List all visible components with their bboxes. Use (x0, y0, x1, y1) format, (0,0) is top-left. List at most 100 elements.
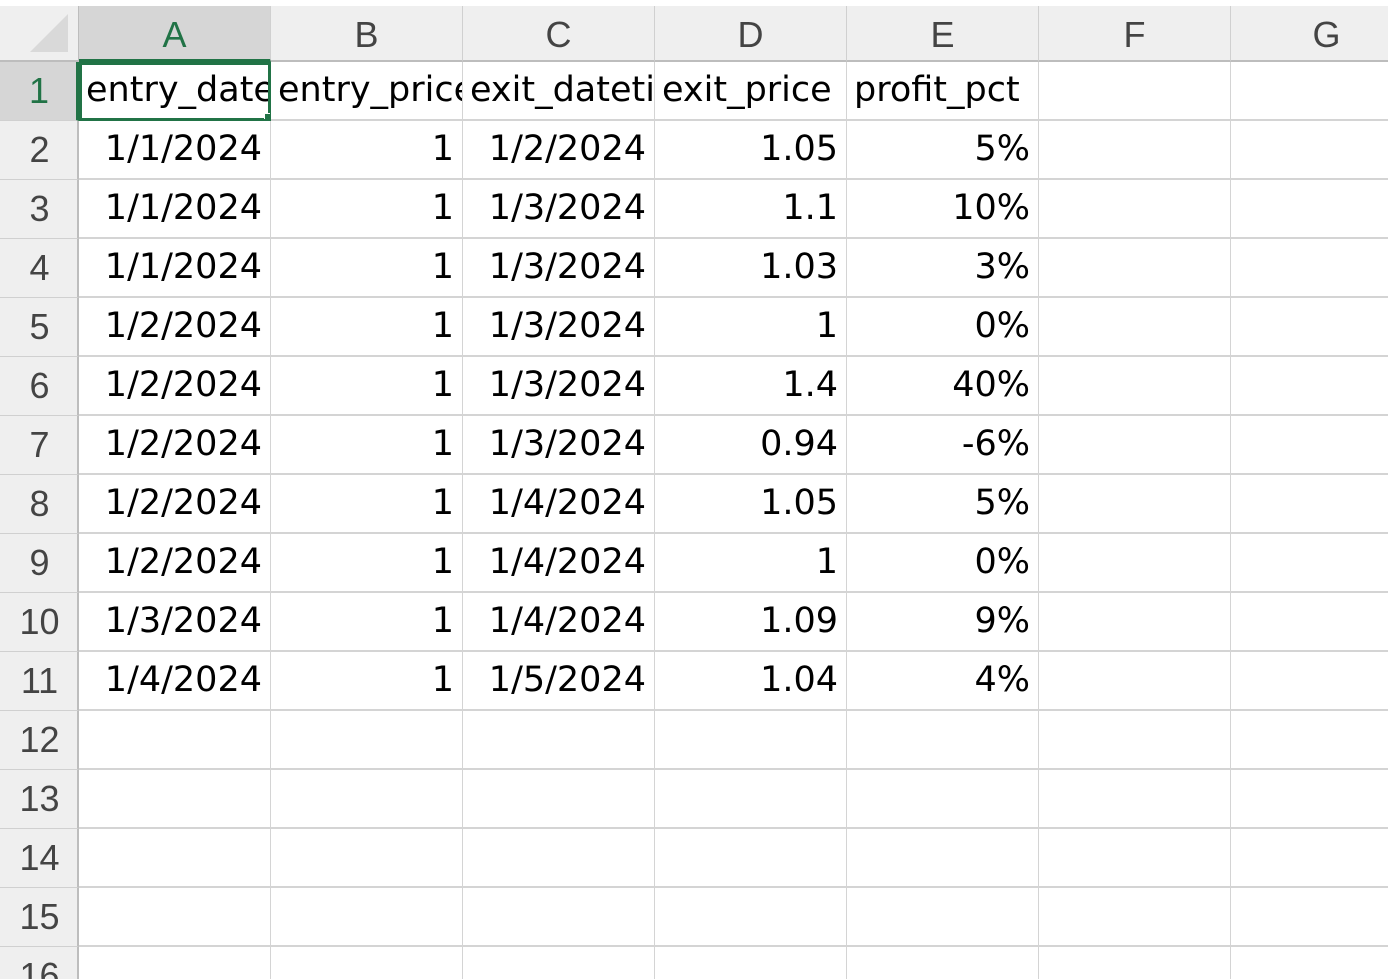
cell-a14[interactable] (79, 829, 271, 888)
cell-d11[interactable]: 1.04 (655, 652, 847, 711)
row-header-1[interactable]: 1 (0, 62, 79, 121)
cell-f16[interactable] (1039, 947, 1231, 979)
row-header-5[interactable]: 5 (0, 298, 79, 357)
column-header-e[interactable]: E (847, 6, 1039, 62)
column-header-c[interactable]: C (463, 6, 655, 62)
cell-c7[interactable]: 1/3/2024 (463, 416, 655, 475)
cell-g4[interactable] (1231, 239, 1388, 298)
cell-f3[interactable] (1039, 180, 1231, 239)
cell-f11[interactable] (1039, 652, 1231, 711)
row-header-14[interactable]: 14 (0, 829, 79, 888)
cell-e1[interactable]: profit_pct (847, 62, 1039, 121)
cell-b12[interactable] (271, 711, 463, 770)
cell-g15[interactable] (1231, 888, 1388, 947)
cell-b1[interactable]: entry_price (271, 62, 463, 121)
cell-f1[interactable] (1039, 62, 1231, 121)
cell-f14[interactable] (1039, 829, 1231, 888)
row-header-10[interactable]: 10 (0, 593, 79, 652)
cell-d6[interactable]: 1.4 (655, 357, 847, 416)
cell-c13[interactable] (463, 770, 655, 829)
cell-f8[interactable] (1039, 475, 1231, 534)
cell-a1[interactable]: entry_date (79, 62, 271, 121)
column-header-d[interactable]: D (655, 6, 847, 62)
cell-b10[interactable]: 1 (271, 593, 463, 652)
cell-e10[interactable]: 9% (847, 593, 1039, 652)
cell-c11[interactable]: 1/5/2024 (463, 652, 655, 711)
cell-g9[interactable] (1231, 534, 1388, 593)
cell-g8[interactable] (1231, 475, 1388, 534)
cell-a10[interactable]: 1/3/2024 (79, 593, 271, 652)
cell-e6[interactable]: 40% (847, 357, 1039, 416)
cell-b5[interactable]: 1 (271, 298, 463, 357)
cell-c3[interactable]: 1/3/2024 (463, 180, 655, 239)
cell-d8[interactable]: 1.05 (655, 475, 847, 534)
column-header-a[interactable]: A (79, 6, 271, 62)
cell-g1[interactable] (1231, 62, 1388, 121)
cell-a11[interactable]: 1/4/2024 (79, 652, 271, 711)
cell-e2[interactable]: 5% (847, 121, 1039, 180)
cell-c5[interactable]: 1/3/2024 (463, 298, 655, 357)
cell-f4[interactable] (1039, 239, 1231, 298)
row-header-8[interactable]: 8 (0, 475, 79, 534)
cell-c8[interactable]: 1/4/2024 (463, 475, 655, 534)
row-header-11[interactable]: 11 (0, 652, 79, 711)
cell-b2[interactable]: 1 (271, 121, 463, 180)
cell-e5[interactable]: 0% (847, 298, 1039, 357)
cell-a2[interactable]: 1/1/2024 (79, 121, 271, 180)
cell-g14[interactable] (1231, 829, 1388, 888)
cell-e7[interactable]: -6% (847, 416, 1039, 475)
row-header-13[interactable]: 13 (0, 770, 79, 829)
cell-d13[interactable] (655, 770, 847, 829)
cell-d14[interactable] (655, 829, 847, 888)
cell-a12[interactable] (79, 711, 271, 770)
row-header-4[interactable]: 4 (0, 239, 79, 298)
cell-a7[interactable]: 1/2/2024 (79, 416, 271, 475)
cell-d4[interactable]: 1.03 (655, 239, 847, 298)
cell-g16[interactable] (1231, 947, 1388, 979)
row-header-2[interactable]: 2 (0, 121, 79, 180)
cell-e11[interactable]: 4% (847, 652, 1039, 711)
cell-c14[interactable] (463, 829, 655, 888)
cell-f5[interactable] (1039, 298, 1231, 357)
cell-g12[interactable] (1231, 711, 1388, 770)
cell-d7[interactable]: 0.94 (655, 416, 847, 475)
cell-f6[interactable] (1039, 357, 1231, 416)
cell-b14[interactable] (271, 829, 463, 888)
cell-b11[interactable]: 1 (271, 652, 463, 711)
cell-a3[interactable]: 1/1/2024 (79, 180, 271, 239)
row-header-6[interactable]: 6 (0, 357, 79, 416)
cell-b13[interactable] (271, 770, 463, 829)
cell-d3[interactable]: 1.1 (655, 180, 847, 239)
cell-d16[interactable] (655, 947, 847, 979)
cell-c16[interactable] (463, 947, 655, 979)
cell-b8[interactable]: 1 (271, 475, 463, 534)
cell-e13[interactable] (847, 770, 1039, 829)
cell-c15[interactable] (463, 888, 655, 947)
cell-e8[interactable]: 5% (847, 475, 1039, 534)
cell-b7[interactable]: 1 (271, 416, 463, 475)
select-all-button[interactable] (0, 6, 79, 62)
cell-a15[interactable] (79, 888, 271, 947)
cell-a8[interactable]: 1/2/2024 (79, 475, 271, 534)
cell-e16[interactable] (847, 947, 1039, 979)
cell-g6[interactable] (1231, 357, 1388, 416)
cell-g11[interactable] (1231, 652, 1388, 711)
cell-b16[interactable] (271, 947, 463, 979)
column-header-g[interactable]: G (1231, 6, 1388, 62)
cell-c4[interactable]: 1/3/2024 (463, 239, 655, 298)
row-header-15[interactable]: 15 (0, 888, 79, 947)
cell-f7[interactable] (1039, 416, 1231, 475)
cell-e12[interactable] (847, 711, 1039, 770)
cell-d10[interactable]: 1.09 (655, 593, 847, 652)
cell-f15[interactable] (1039, 888, 1231, 947)
cell-f12[interactable] (1039, 711, 1231, 770)
cell-a6[interactable]: 1/2/2024 (79, 357, 271, 416)
cell-a4[interactable]: 1/1/2024 (79, 239, 271, 298)
cell-c1[interactable]: exit_datetime (463, 62, 655, 121)
row-header-3[interactable]: 3 (0, 180, 79, 239)
cell-g5[interactable] (1231, 298, 1388, 357)
column-header-b[interactable]: B (271, 6, 463, 62)
cell-b15[interactable] (271, 888, 463, 947)
cell-e14[interactable] (847, 829, 1039, 888)
cell-e9[interactable]: 0% (847, 534, 1039, 593)
